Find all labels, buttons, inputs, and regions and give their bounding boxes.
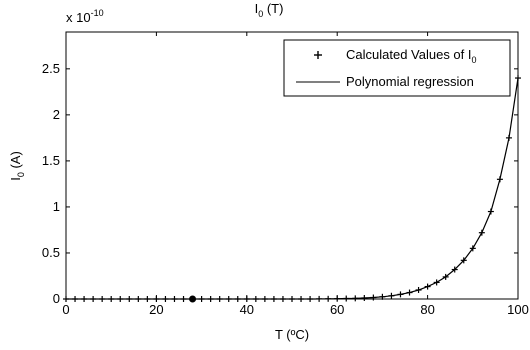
x-axis-title: T (ºC) [275,327,309,342]
y-multiplier: x 10-10 [66,8,104,25]
data-point [162,296,169,302]
legend-label-calculated-sub: 0 [472,55,477,65]
data-point [234,296,241,302]
y-tick-label: 1.5 [42,153,60,168]
chart-title-main: I [255,1,259,16]
data-point [298,296,305,302]
legend-label-calculated: Calculated Values of I0 [346,47,477,65]
data-point [225,296,232,302]
y-multiplier-base: x 10 [66,10,91,25]
y-tick-label: 1 [53,199,60,214]
data-point [316,295,323,302]
data-point [289,296,295,302]
data-point [126,296,133,302]
y-tick-label: 2 [53,107,60,122]
legend-label-regression: Polynomial regression [346,74,474,89]
data-point [261,296,268,302]
data-point [487,208,494,215]
series-calculated-values [63,75,521,303]
y-tick-label: 2.5 [42,61,60,76]
data-point [108,296,115,302]
data-point [370,294,377,301]
data-point [144,296,151,302]
data-point [460,257,467,264]
chart-title: I0 (T) [255,1,284,19]
y-tick-label: 0.5 [42,245,60,260]
data-point [415,286,422,293]
legend: Calculated Values of I0 Polynomial regre… [283,39,511,97]
data-point [469,245,476,252]
data-point [361,294,368,301]
data-point [153,296,160,302]
data-point [72,296,79,302]
legend-label-calculated-main: Calculated Values of I [346,47,472,62]
legend-marker-plus [314,51,322,59]
data-point [379,293,386,300]
data-point [352,295,359,302]
legend-box [283,39,511,97]
regression-line [66,77,519,300]
data-point [424,283,431,290]
x-tick-label: 80 [420,302,434,317]
x-tick-label: 0 [62,302,69,317]
y-axis-title-suffix: (A) [8,151,23,172]
data-point [334,295,341,302]
x-tick-label: 60 [330,302,344,317]
data-point [442,273,449,280]
data-point [252,296,259,302]
data-point [343,295,350,302]
chart-title-sub: 0 [258,9,263,19]
x-tick-label: 40 [240,302,254,317]
data-point [451,266,458,273]
data-point [63,296,69,302]
data-point [171,296,178,302]
x-tick-label: 100 [507,302,529,317]
data-point [81,296,88,302]
data-point [307,296,314,302]
y-axis-title-sub: 0 [16,172,26,177]
y-axis-title-main: I [8,177,23,181]
data-point [325,295,332,302]
data-point [433,279,440,286]
data-point [505,134,512,141]
data-point [388,292,395,299]
y-axis-title: I0 (A) [8,151,26,181]
y-multiplier-exp: -10 [91,8,104,18]
chart-title-suffix: (T) [263,1,283,16]
data-point [406,289,413,296]
data-point [216,296,223,302]
data-point [243,296,250,302]
data-point [90,296,97,302]
highlight-point [189,295,197,303]
x-tick-label: 20 [149,302,163,317]
data-point [515,75,521,82]
data-point [99,296,106,302]
data-point [397,291,404,298]
data-point [207,296,214,302]
series-polynomial-regression [66,77,519,300]
data-point [198,296,205,302]
data-point [117,296,124,302]
data-point [270,296,277,302]
data-point [180,296,187,302]
data-point [279,296,286,302]
data-point [478,229,485,236]
y-tick-label: 0 [53,291,60,306]
data-point [135,296,142,302]
data-point [496,176,503,183]
